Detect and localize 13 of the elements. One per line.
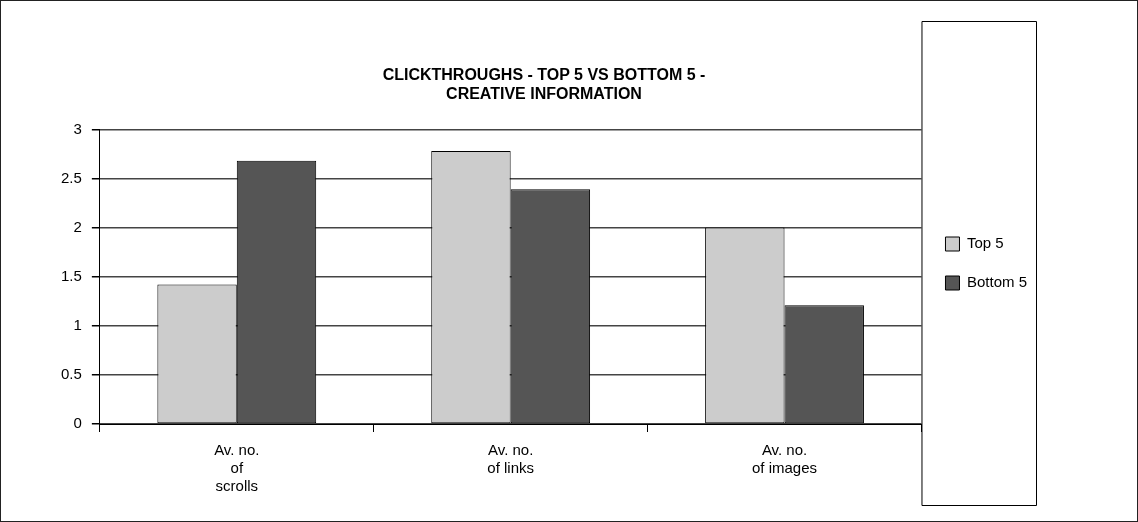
legend-label: Top 5 — [966, 234, 1004, 252]
y-tick-label: 0.5 — [60, 365, 82, 383]
y-tick-label: 0 — [73, 414, 82, 432]
y-tick-label: 2.5 — [60, 168, 82, 186]
x-tick-label: Av. no. of links — [487, 441, 535, 477]
y-tick-label: 2 — [73, 217, 82, 235]
y-tick-label: 1 — [73, 315, 82, 333]
chart-title: CLICKTHROUGHS - TOP 5 VS BOTTOM 5 - CREATIVE INFORMATION — [382, 66, 706, 103]
legend-label: Bottom 5 — [966, 273, 1027, 291]
y-tick-label: 1.5 — [60, 266, 82, 284]
x-tick-label: Av. no. of scrolls — [214, 441, 260, 495]
y-tick-label: 3 — [73, 119, 82, 137]
x-tick-label: Av. no. of images — [752, 441, 818, 477]
